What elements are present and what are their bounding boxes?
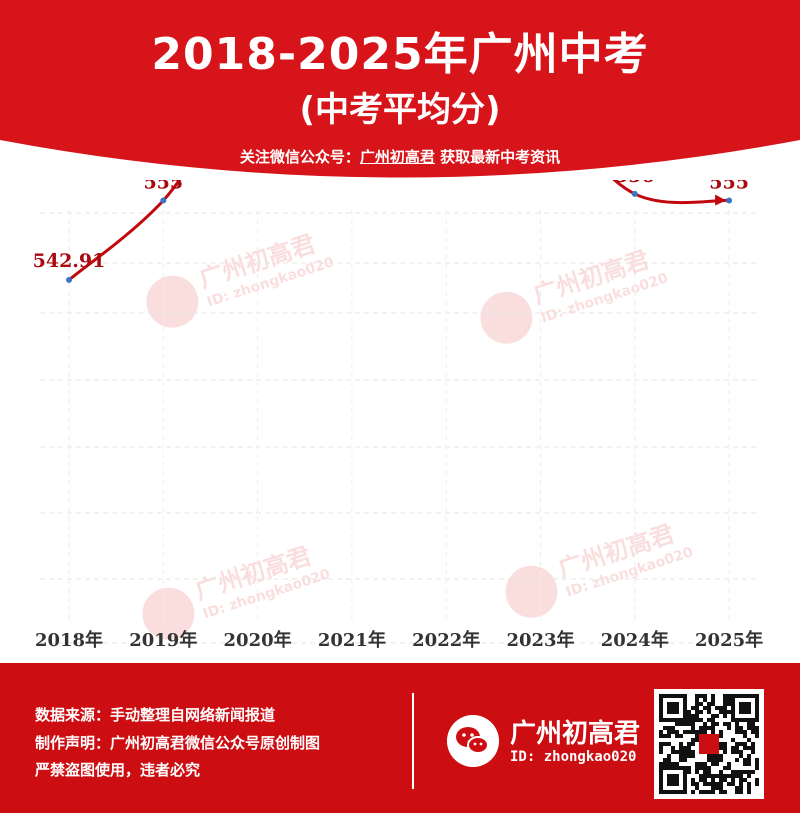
x-tick-label: 2025年 [695,629,763,651]
data-point [726,197,733,204]
x-tick-label: 2018年 [35,629,103,651]
data-label: 555 [709,180,749,193]
grid [40,210,760,644]
data-label: 556 [615,180,655,187]
series-arrow [715,194,727,206]
x-tick-label: 2022年 [412,629,480,651]
data-point [631,190,638,197]
chart-title: 2018-2025年广州中考 [151,29,649,80]
footer-id: ID: zhongkao020 [510,749,637,765]
qr-code-icon [654,689,764,799]
x-tick-label: 2019年 [129,629,197,651]
follow-line: 关注微信公众号：广州初高君 获取最新中考资讯 [0,146,800,167]
watermark-logo-icon [505,565,558,618]
chart-subtitle: (中考平均分) [299,90,501,130]
series [68,180,730,282]
follow-suffix: 获取最新中考资讯 [434,148,561,166]
wechat-logo-icon [447,715,499,767]
follow-account: 广州初高君 [359,148,435,166]
watermark-logo-icon [480,291,533,344]
footer: 数据来源：手动整理自网络新闻报道 制作声明：广州初高君微信公众号原创制图 严禁盗… [0,663,800,813]
header-banner [0,0,800,178]
statement-line: 制作声明：广州初高君微信公众号原创制图 [35,734,321,752]
follow-prefix: 关注微信公众号： [239,148,360,166]
data-point [66,276,72,283]
warning-line: 严禁盗图使用，违者必究 [35,761,201,779]
x-tick-label: 2024年 [601,629,669,651]
x-tick-label: 2023年 [506,629,574,651]
x-tick-label: 2020年 [224,629,292,651]
footer-brand: 广州初高君 [510,719,641,749]
source-line: 数据来源：手动整理自网络新闻报道 [35,706,276,724]
data-point [160,197,167,204]
x-tick-labels: 2018年 2019年 2020年 2021年 2022年 2023年 2024年 2025年 [35,629,763,651]
points [66,190,733,283]
footer-divider [412,693,414,789]
data-labels: 542.91555574570576569556555 [33,180,749,272]
data-label: 555 [143,180,183,193]
data-label: 542.91 [33,250,106,272]
x-tick-label: 2021年 [318,629,386,651]
watermark-logo-icon [142,587,195,640]
watermark-logo-icon [146,275,199,328]
series-line [68,180,730,282]
